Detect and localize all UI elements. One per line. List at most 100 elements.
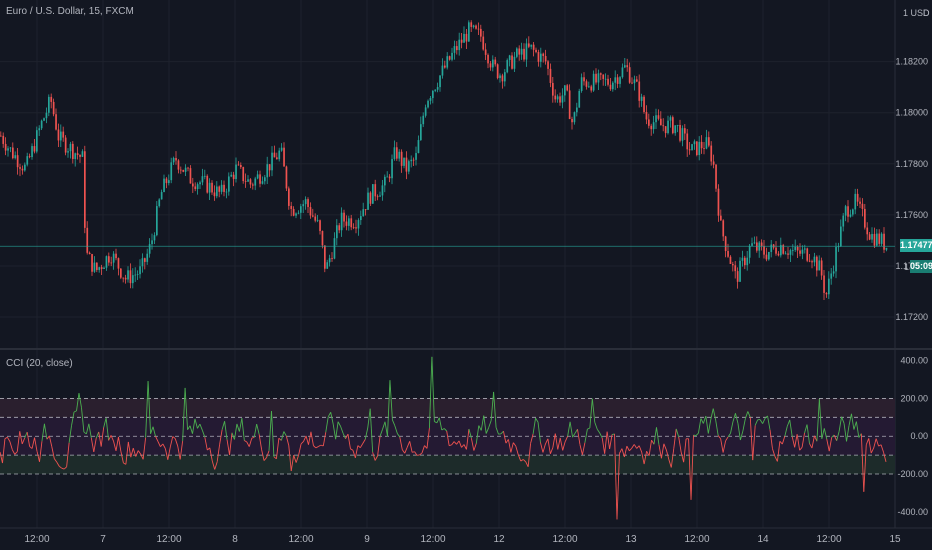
candle-body — [261, 181, 264, 184]
cci-line-segment — [831, 434, 835, 438]
candle-body — [820, 260, 823, 276]
cci-line-segment — [816, 399, 820, 442]
cci-line-segment — [127, 441, 132, 458]
cci-line-segment — [599, 432, 603, 439]
cci-line-segment — [2, 438, 6, 464]
cci-line-segment — [587, 427, 591, 430]
candle-body — [609, 84, 612, 90]
cci-line-segment — [68, 425, 73, 443]
cci-line-segment — [658, 444, 662, 459]
cci-line-segment — [537, 422, 541, 443]
cci-line-segment — [167, 446, 171, 460]
candle-body — [81, 151, 84, 157]
candle-body — [338, 225, 341, 231]
candle-body — [297, 212, 300, 214]
candle-body — [424, 107, 427, 116]
cci-line-segment — [187, 425, 191, 431]
currency-label[interactable]: 1 USD — [903, 8, 930, 18]
cci-line-segment — [688, 438, 692, 500]
candle-body — [436, 87, 439, 90]
candle-body — [703, 148, 705, 149]
candle-body — [33, 146, 36, 152]
cci-line-segment — [142, 437, 147, 460]
candle-body — [679, 125, 681, 141]
cci-line-segment — [71, 411, 75, 426]
cci-line-segment — [182, 387, 186, 442]
cci-line-segment — [100, 427, 105, 447]
cci-line-segment — [727, 433, 731, 438]
cci-line-segment — [633, 444, 638, 449]
cci-line-segment — [712, 408, 717, 421]
candle-body — [24, 164, 26, 171]
cci-line-segment — [110, 435, 114, 442]
cci-line-segment — [796, 434, 801, 451]
cci-line-segment — [804, 424, 808, 434]
candle-body — [715, 164, 717, 189]
cci-line-segment — [720, 438, 724, 453]
candle-body — [607, 78, 609, 85]
candle-body — [295, 213, 297, 216]
candle-body — [170, 162, 173, 181]
candle-body — [314, 216, 317, 221]
cci-line-segment — [278, 437, 282, 441]
cci-line-segment — [626, 445, 630, 451]
candle-body — [825, 292, 828, 295]
candle-body — [240, 165, 242, 168]
candle-body — [511, 55, 513, 69]
candle-body — [180, 169, 182, 171]
candle-body — [477, 28, 480, 30]
candle-body — [883, 233, 885, 250]
cci-line-segment — [833, 434, 838, 441]
cci-line-segment — [372, 452, 376, 461]
candle-body — [103, 267, 105, 269]
cci-line-segment — [875, 438, 880, 447]
candle-body — [751, 243, 753, 246]
cci-line-segment — [838, 416, 843, 432]
cci-line-segment — [851, 413, 855, 430]
cci-line-segment — [843, 423, 847, 442]
candle-body — [304, 199, 307, 205]
cci-line-segment — [451, 441, 455, 446]
cci-line-segment — [772, 448, 776, 457]
cci-line-segment — [594, 422, 598, 430]
candle-body — [504, 72, 506, 82]
candle-body — [108, 256, 110, 263]
cci-line-segment — [700, 418, 704, 424]
candle-body — [223, 184, 225, 192]
cci-line-segment — [293, 455, 297, 463]
candle-body — [508, 55, 511, 61]
cci-line-segment — [283, 431, 287, 437]
candle-body — [789, 250, 792, 255]
candle-body — [175, 158, 177, 161]
cci-line-segment — [325, 416, 329, 433]
cci-line-segment — [680, 452, 685, 463]
cci-line-segment — [431, 356, 435, 422]
candle-body — [724, 236, 727, 252]
cci-line-segment — [310, 431, 314, 446]
candle-body — [237, 164, 240, 166]
candle-body — [801, 249, 804, 254]
candle-body — [655, 115, 657, 123]
candle-body — [792, 250, 794, 251]
candle-body — [573, 112, 576, 123]
cci-line-segment — [542, 443, 546, 453]
cci-line-segment — [752, 425, 756, 461]
cci-line-segment — [36, 451, 40, 462]
cci-line-segment — [115, 436, 119, 451]
candle-body — [228, 176, 230, 192]
cci-line-segment — [656, 427, 660, 445]
candle-body — [720, 215, 722, 221]
candle-body — [794, 246, 797, 251]
candle-body — [321, 230, 324, 246]
candle-body — [381, 185, 384, 196]
candle-body — [796, 246, 799, 251]
cci-line-segment — [234, 423, 238, 440]
candle-body — [583, 77, 585, 82]
candle-body — [866, 227, 869, 235]
candle-body — [112, 253, 115, 263]
cci-line-segment — [776, 441, 781, 462]
candle-body — [748, 245, 751, 258]
candle-body — [422, 115, 425, 125]
cci-line-segment — [596, 429, 601, 434]
